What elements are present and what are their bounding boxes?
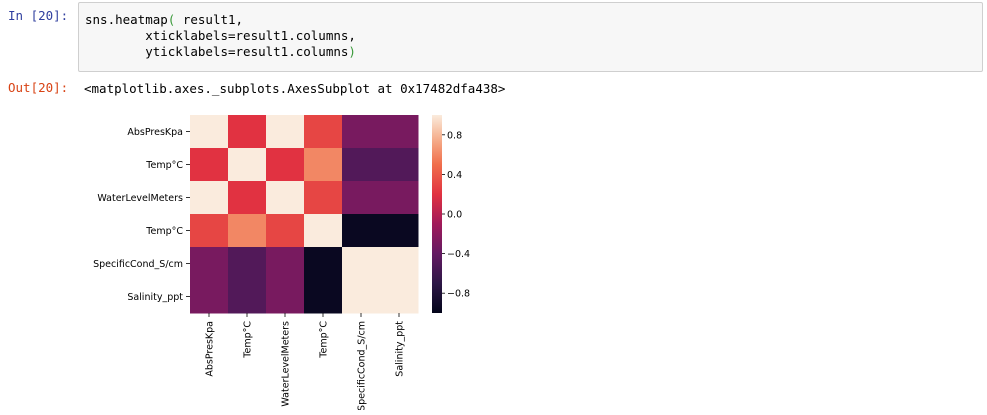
heatmap-cell: [228, 247, 267, 281]
heatmap-cell: [380, 280, 419, 314]
heatmap-cell: [228, 148, 267, 182]
heatmap-cell: [190, 181, 229, 215]
output-prompt: Out[20]:: [8, 80, 69, 95]
heatmap-cell: [380, 214, 419, 248]
heatmap-cell: [342, 148, 381, 182]
y-tick-label: Temp°C: [145, 226, 183, 237]
y-tick-label: Salinity_ppt: [127, 292, 183, 303]
heatmap-cell: [304, 148, 343, 182]
x-tick-label: AbsPresKpa: [205, 321, 216, 377]
heatmap-cell: [380, 148, 419, 182]
x-tick-label: Temp°C: [243, 321, 254, 359]
y-tick-label: Temp°C: [145, 160, 183, 171]
code-line-2: xticklabels=result1.columns,: [85, 28, 356, 43]
x-tick-label: Temp°C: [319, 321, 330, 359]
heatmap-cell: [190, 148, 229, 182]
heatmap-cell: [266, 214, 305, 248]
colorbar-tick-label: 0.8: [447, 130, 462, 141]
heatmap-cell: [342, 214, 381, 248]
heatmap-cell: [228, 280, 267, 314]
x-tick-label: WaterLevelMeters: [281, 321, 292, 407]
colorbar: [432, 115, 442, 313]
colorbar-tick-label: 0.4: [447, 170, 462, 181]
x-tick-label: SpecificCond_S/cm: [357, 321, 368, 410]
heatmap-cell: [266, 181, 305, 215]
heatmap-cell: [342, 115, 381, 149]
heatmap-cell: [228, 214, 267, 248]
heatmap-cell: [342, 280, 381, 314]
colorbar-tick-label: −0.4: [447, 249, 470, 260]
heatmap-cell: [304, 247, 343, 281]
input-prompt: In [20]:: [8, 8, 69, 23]
heatmap-cell: [266, 148, 305, 182]
heatmap-cell: [266, 280, 305, 314]
colorbar-tick-label: −0.8: [447, 289, 470, 300]
heatmap-cell: [342, 181, 381, 215]
heatmap-cell: [190, 280, 229, 314]
heatmap-cell: [228, 181, 267, 215]
heatmap-cell: [304, 280, 343, 314]
heatmap-cell: [304, 115, 343, 149]
heatmap-cell: [304, 214, 343, 248]
heatmap-cell: [380, 181, 419, 215]
y-tick-label: SpecificCond_S/cm: [93, 259, 183, 270]
heatmap-cell: [266, 247, 305, 281]
heatmap-cell: [342, 247, 381, 281]
code-line-1: sns.heatmap( result1,: [85, 12, 244, 27]
code-editor[interactable]: sns.heatmap( result1, xticklabels=result…: [85, 12, 356, 60]
heatmap-cell: [380, 115, 419, 149]
colorbar-tick-label: 0.0: [447, 210, 462, 221]
y-tick-label: WaterLevelMeters: [97, 193, 183, 204]
heatmap-chart: AbsPresKpa Temp°C WaterLevelMeters Temp°C Sp…: [93, 115, 470, 410]
heatmap-cell: [190, 214, 229, 248]
heatmap-cell: [190, 115, 229, 149]
heatmap-cell: [304, 181, 343, 215]
code-line-3: yticklabels=result1.columns): [85, 44, 356, 59]
heatmap-cell: [228, 115, 267, 149]
heatmap-figure: AbsPresKpa Temp°C WaterLevelMeters Temp°C Sp…: [80, 110, 480, 410]
heatmap-cell: [266, 115, 305, 149]
y-tick-label: AbsPresKpa: [127, 127, 183, 138]
code-input-area[interactable]: sns.heatmap( result1, xticklabels=result…: [78, 2, 983, 72]
output-text: <matplotlib.axes._subplots.AxesSubplot a…: [84, 81, 506, 96]
x-tick-label: Salinity_ppt: [395, 321, 406, 377]
heatmap-cell: [190, 247, 229, 281]
heatmap-cell: [380, 247, 419, 281]
